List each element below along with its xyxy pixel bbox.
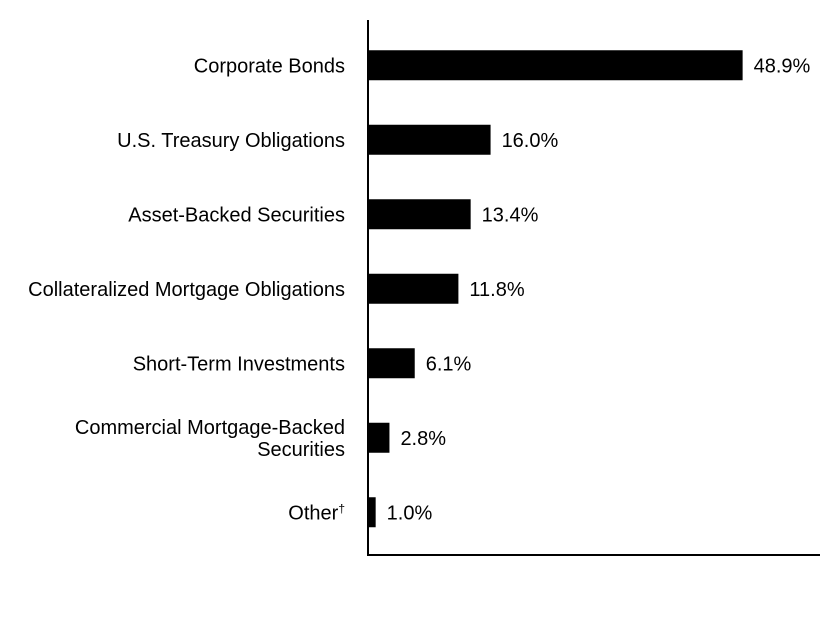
- category-labels-group: Corporate Bonds U.S. Treasury Obligations…: [28, 55, 345, 524]
- value-labels-group: 48.9% 16.0% 13.4% 11.8% 6.1% 2.8% 1.0%: [387, 55, 811, 524]
- value-label-4: 6.1%: [426, 353, 472, 375]
- bar-3: [368, 273, 459, 304]
- category-label-5-line-0: Commercial Mortgage-Backed: [75, 417, 345, 439]
- category-label-1: U.S. Treasury Obligations: [117, 130, 345, 152]
- bars-group: [368, 50, 743, 528]
- category-label-3: Collateralized Mortgage Obligations: [28, 279, 345, 301]
- bar-4: [368, 348, 415, 379]
- category-label-0: Corporate Bonds: [194, 55, 345, 77]
- value-label-3: 11.8%: [469, 279, 524, 301]
- value-label-5: 2.8%: [400, 428, 446, 450]
- bar-0: [368, 50, 743, 81]
- category-label-6: Other†: [288, 501, 345, 524]
- value-label-2: 13.4%: [482, 204, 539, 226]
- value-label-6: 1.0%: [387, 502, 433, 524]
- value-label-0: 48.9%: [754, 55, 811, 77]
- category-label-4: Short-Term Investments: [133, 353, 345, 375]
- bar-5: [368, 422, 390, 453]
- bar-2: [368, 199, 471, 230]
- bar-6: [368, 497, 376, 528]
- value-label-1: 16.0%: [502, 130, 559, 152]
- bar-1: [368, 124, 491, 155]
- category-label-2: Asset-Backed Securities: [128, 204, 345, 226]
- category-label-5-line-1: Securities: [257, 439, 345, 461]
